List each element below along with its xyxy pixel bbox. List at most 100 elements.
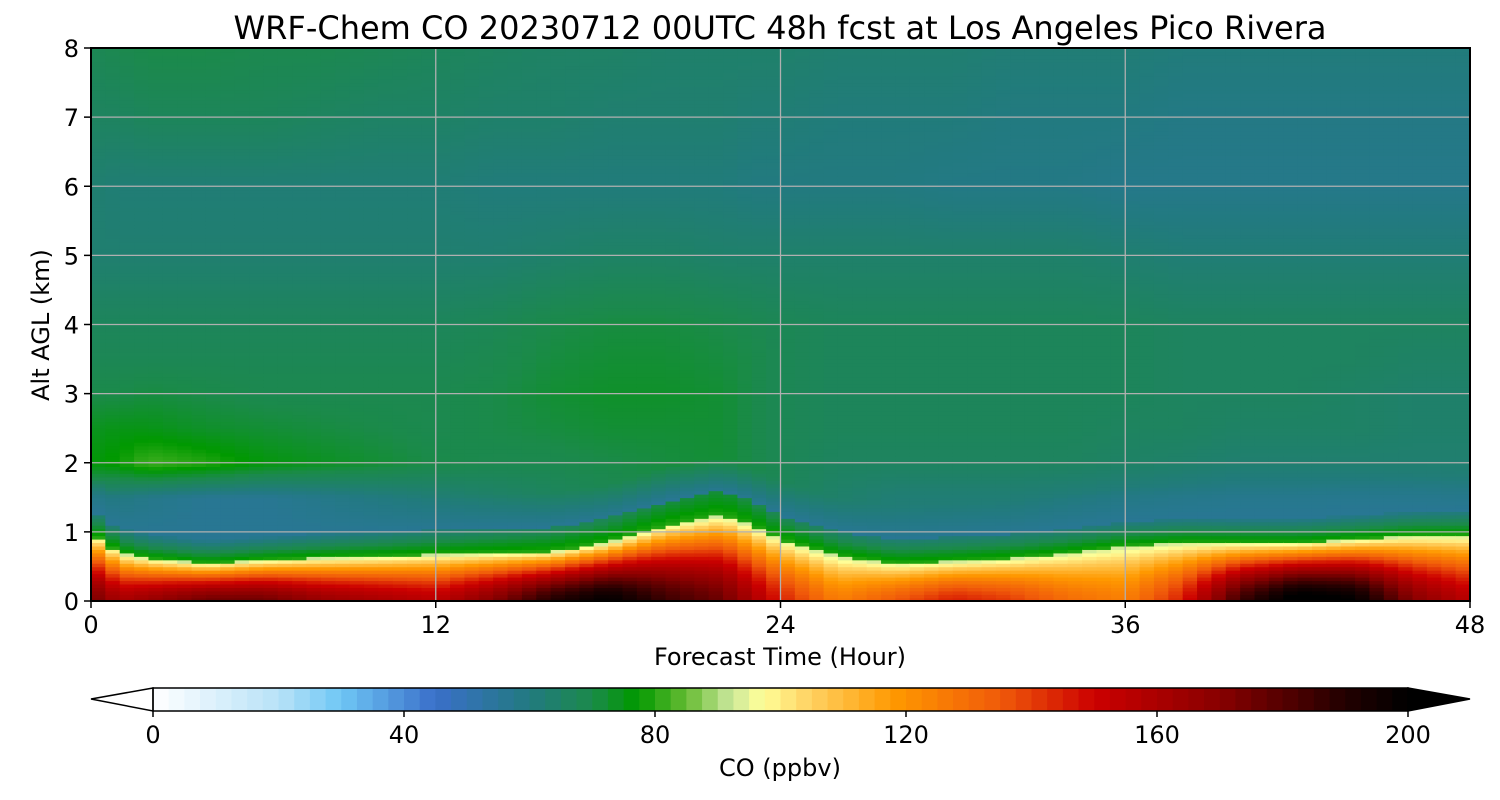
co-cell	[177, 435, 193, 440]
co-cell	[134, 103, 150, 108]
co-cell	[320, 469, 336, 474]
co-cell	[320, 483, 336, 488]
co-cell	[421, 348, 437, 353]
co-cell	[292, 435, 308, 440]
co-cell	[249, 179, 265, 184]
co-cell	[363, 262, 380, 267]
co-cell	[349, 175, 365, 181]
co-cell	[407, 493, 423, 499]
co-cell	[407, 283, 423, 288]
co-cell	[292, 562, 308, 568]
co-cell	[363, 245, 380, 250]
co-cell	[191, 590, 207, 595]
co-cell	[378, 65, 394, 70]
co-cell	[91, 428, 107, 433]
co-cell	[378, 341, 394, 347]
co-cell	[292, 310, 308, 315]
co-cell	[249, 421, 265, 426]
co-cell	[220, 321, 236, 326]
co-cell	[148, 338, 164, 343]
co-cell	[277, 48, 293, 53]
co-cell	[105, 390, 121, 395]
co-cell	[234, 545, 250, 550]
co-cell	[378, 407, 394, 412]
co-cell	[234, 538, 250, 544]
co-cell	[134, 355, 150, 360]
co-cell	[177, 92, 193, 98]
co-cell	[105, 272, 121, 277]
co-cell	[349, 431, 365, 436]
co-cell	[205, 68, 222, 73]
co-cell	[421, 528, 437, 533]
co-cell	[392, 518, 408, 523]
co-cell	[105, 538, 121, 544]
co-cell	[134, 175, 150, 181]
co-cell	[435, 549, 451, 554]
co-cell	[91, 386, 107, 391]
co-cell	[320, 559, 336, 564]
co-cell	[234, 365, 250, 371]
co-cell	[134, 172, 150, 177]
co-cell	[435, 113, 451, 118]
co-cell	[177, 504, 193, 509]
co-cell	[363, 435, 380, 440]
co-cell	[91, 162, 107, 167]
co-cell	[105, 393, 121, 398]
co-cell	[119, 455, 135, 461]
co-cell	[105, 556, 121, 561]
co-cell	[292, 497, 308, 502]
co-cell	[162, 283, 178, 288]
co-cell	[277, 445, 293, 450]
co-cell	[177, 193, 193, 198]
co-cell	[177, 231, 193, 236]
co-cell	[249, 224, 265, 229]
co-cell	[306, 262, 322, 267]
co-cell	[91, 241, 107, 246]
co-cell	[91, 549, 107, 554]
co-cell	[162, 535, 178, 540]
co-cell	[335, 106, 351, 112]
co-cell	[407, 504, 423, 509]
co-cell	[392, 372, 408, 378]
co-cell	[435, 556, 451, 561]
co-cell	[407, 334, 423, 340]
co-cell	[263, 545, 279, 550]
co-cell	[191, 182, 207, 188]
co-cell	[306, 276, 322, 281]
co-cell	[105, 89, 121, 94]
co-cell	[421, 220, 437, 226]
co-cell	[292, 359, 308, 364]
co-cell	[435, 569, 451, 575]
co-cell	[320, 576, 336, 582]
co-cell	[421, 442, 437, 447]
co-cell	[320, 514, 336, 519]
co-cell	[220, 524, 236, 530]
co-cell	[435, 206, 451, 212]
co-cell	[162, 175, 178, 181]
co-cell	[134, 196, 150, 201]
co-cell	[392, 528, 408, 533]
co-cell	[119, 220, 135, 226]
co-cell	[249, 348, 265, 353]
co-cell	[134, 186, 150, 191]
co-cell	[148, 521, 164, 526]
co-cell	[220, 65, 236, 70]
co-cell	[306, 504, 322, 509]
co-cell	[392, 556, 408, 561]
co-cell	[435, 99, 451, 105]
co-cell	[263, 324, 279, 329]
co-cell	[378, 310, 394, 315]
co-cell	[407, 552, 423, 557]
co-cell	[177, 203, 193, 208]
co-cell	[91, 251, 107, 257]
co-cell	[91, 397, 107, 402]
co-cell	[162, 89, 178, 94]
co-cell	[277, 587, 293, 592]
co-cell	[421, 162, 437, 167]
co-cell	[177, 393, 193, 398]
co-cell	[277, 310, 293, 315]
co-cell	[91, 345, 107, 350]
co-cell	[349, 144, 365, 150]
co-cell	[363, 538, 380, 544]
co-cell	[363, 476, 380, 481]
